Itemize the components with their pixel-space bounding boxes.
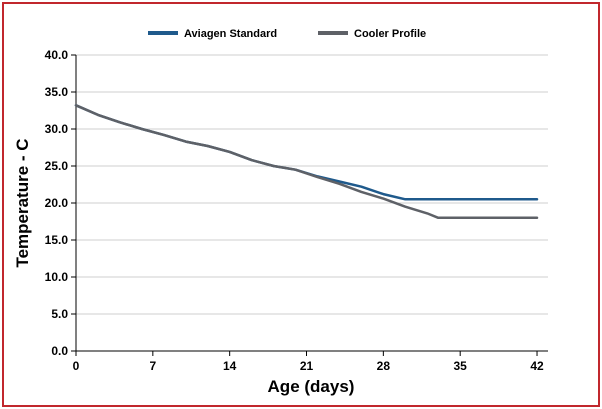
- axes: 0.0 5.0 10.0 15.0 20.0 25.0 30.0 35.0 40.0 0 7 14 21…: [45, 48, 548, 373]
- y-tick-label-3: 15.0: [45, 233, 69, 247]
- x-tick-label-0: 0: [73, 359, 80, 373]
- series-line-aviagen-standard: [74, 104, 539, 201]
- series-lines: [74, 104, 539, 220]
- y-tick-label-1: 5.0: [51, 307, 68, 321]
- legend: Aviagen Standard Cooler Profile: [148, 28, 426, 40]
- x-tick-label-3: 21: [300, 359, 314, 373]
- x-axis-title: Age (days): [268, 377, 355, 396]
- legend-label-1: Cooler Profile: [354, 28, 426, 40]
- y-tick-label-7: 35.0: [45, 85, 69, 99]
- y-tick-label-0: 0.0: [51, 344, 68, 358]
- y-tick-label-6: 30.0: [45, 122, 69, 136]
- x-tick-label-4: 28: [377, 359, 391, 373]
- x-tick-label-5: 35: [454, 359, 468, 373]
- legend-label-0: Aviagen Standard: [184, 28, 277, 40]
- series-line-cooler-profile: [74, 104, 539, 220]
- y-tick-label-8: 40.0: [45, 48, 69, 62]
- gridlines: [76, 54, 548, 315]
- y-tick-label-2: 10.0: [45, 270, 69, 284]
- x-tick-label-6: 42: [530, 359, 544, 373]
- y-tick-label-5: 25.0: [45, 159, 69, 173]
- x-tick-label-2: 14: [223, 359, 237, 373]
- y-tick-label-4: 20.0: [45, 196, 69, 210]
- x-tick-label-1: 7: [149, 359, 156, 373]
- y-axis-title: Temperature - C: [13, 138, 32, 267]
